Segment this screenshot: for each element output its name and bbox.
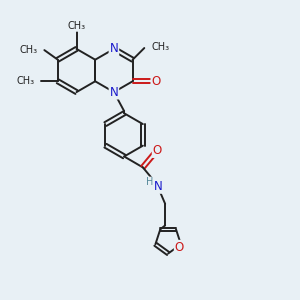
Text: N: N: [110, 85, 118, 99]
Text: N: N: [110, 42, 118, 56]
Text: N: N: [154, 180, 163, 193]
Text: CH₃: CH₃: [68, 21, 85, 31]
Text: H: H: [146, 178, 154, 188]
Text: O: O: [153, 144, 162, 157]
Text: CH₃: CH₃: [16, 76, 35, 86]
Text: O: O: [152, 75, 160, 88]
Text: CH₃: CH₃: [152, 41, 170, 52]
Text: CH₃: CH₃: [20, 45, 38, 55]
Text: O: O: [175, 241, 184, 254]
